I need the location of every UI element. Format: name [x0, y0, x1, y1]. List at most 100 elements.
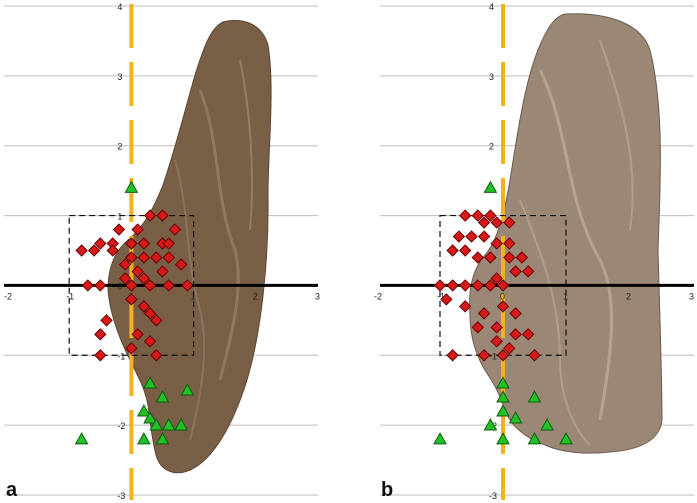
diamond-marker	[150, 314, 163, 327]
x-tick-label: 3	[315, 291, 320, 301]
diamond-marker	[106, 244, 119, 257]
diamond-marker	[496, 279, 510, 292]
y-tick-label: 2	[117, 142, 122, 152]
x-tick-label: 2	[253, 291, 258, 301]
diamond-marker	[118, 272, 132, 285]
diamond-marker	[150, 251, 163, 264]
tissue-fiber	[239, 59, 253, 231]
diamond-marker	[433, 279, 447, 292]
diamond-marker	[458, 300, 472, 313]
triangle-marker	[496, 390, 510, 403]
diamond-marker	[490, 272, 503, 285]
diamond-marker	[496, 300, 510, 313]
diamond-marker	[465, 230, 478, 243]
y-tick-label: -3	[489, 491, 497, 501]
diamond-marker	[503, 251, 516, 264]
y-tick-label: 2	[489, 142, 494, 152]
diamond-marker	[477, 216, 491, 229]
triangle-marker	[527, 390, 542, 403]
diamond-marker	[125, 251, 138, 264]
diamond-marker	[162, 279, 175, 292]
triangle-marker	[74, 432, 89, 445]
diamond-marker	[503, 237, 516, 250]
diamond-marker	[503, 342, 516, 355]
tissue-fiber	[174, 159, 206, 441]
x-tick-label: -1	[66, 291, 74, 301]
triangle-marker	[527, 432, 542, 445]
diamond-marker	[174, 258, 188, 271]
triangle-marker	[496, 404, 510, 417]
diamond-marker	[143, 307, 157, 320]
triangle-marker	[174, 418, 189, 431]
diamond-marker	[477, 230, 491, 243]
diamond-marker	[143, 209, 157, 222]
dashed-region-box	[68, 214, 195, 356]
triangle-marker	[143, 411, 157, 424]
y-tick-label: 3	[489, 72, 494, 82]
diamond-marker	[490, 237, 503, 250]
x-tick-label: 2	[626, 291, 631, 301]
diamond-marker	[143, 335, 157, 348]
diamond-marker	[515, 251, 529, 264]
diamond-marker	[446, 349, 459, 362]
diamond-marker	[452, 230, 466, 243]
diamond-marker	[156, 209, 169, 222]
diamond-marker	[490, 335, 503, 348]
diamond-marker	[131, 328, 144, 341]
x-tick-label: 0	[500, 291, 505, 301]
diamond-marker	[100, 314, 113, 327]
diamond-marker	[137, 272, 151, 285]
triangle-marker	[508, 411, 523, 424]
diamond-marker	[503, 216, 516, 229]
triangle-marker	[433, 432, 447, 445]
diamond-marker	[458, 244, 472, 257]
diamond-marker	[81, 279, 95, 292]
y-tick-label: 0	[117, 281, 122, 291]
diamond-marker	[143, 279, 157, 292]
triangle-marker	[180, 383, 195, 396]
diamond-marker	[440, 293, 453, 306]
triangle-marker	[540, 418, 554, 431]
diamond-marker	[137, 251, 151, 264]
diamond-marker	[118, 258, 132, 271]
y-tick-label: -3	[117, 491, 125, 501]
triangle-marker	[124, 180, 139, 193]
diamond-marker	[125, 237, 138, 250]
diamond-marker	[162, 251, 175, 264]
triangle-marker	[136, 404, 151, 417]
tissue-specimen	[107, 20, 272, 474]
diamond-marker	[490, 216, 503, 229]
diamond-marker	[509, 265, 522, 278]
y-tick-label: -1	[489, 351, 497, 361]
diamond-marker	[112, 223, 126, 236]
diamond-marker	[484, 279, 497, 292]
diamond-marker	[509, 328, 522, 341]
diamond-marker	[471, 321, 485, 334]
y-tick-label: 4	[117, 2, 122, 12]
triangle-marker	[483, 418, 498, 431]
y-tick-label: 3	[117, 72, 122, 82]
tissue-fiber	[538, 69, 613, 421]
diamond-marker	[137, 237, 151, 250]
triangle-marker	[143, 376, 157, 389]
x-tick-label: -2	[374, 291, 382, 301]
triangle-marker	[559, 432, 573, 445]
diamond-marker	[168, 223, 182, 236]
diamond-marker	[125, 279, 138, 292]
panel-a-letter: a	[6, 479, 18, 501]
triangle-marker	[496, 432, 510, 445]
diamond-marker	[75, 244, 88, 257]
diamond-marker	[477, 307, 491, 320]
diamond-marker	[496, 349, 510, 362]
y-tick-label: -1	[117, 351, 125, 361]
diamond-marker	[94, 349, 107, 362]
diamond-marker	[131, 265, 144, 278]
diamond-marker	[490, 321, 503, 334]
diamond-marker	[458, 279, 472, 292]
triangle-marker	[496, 376, 510, 389]
diamond-marker	[446, 279, 459, 292]
diamond-marker	[94, 328, 107, 341]
